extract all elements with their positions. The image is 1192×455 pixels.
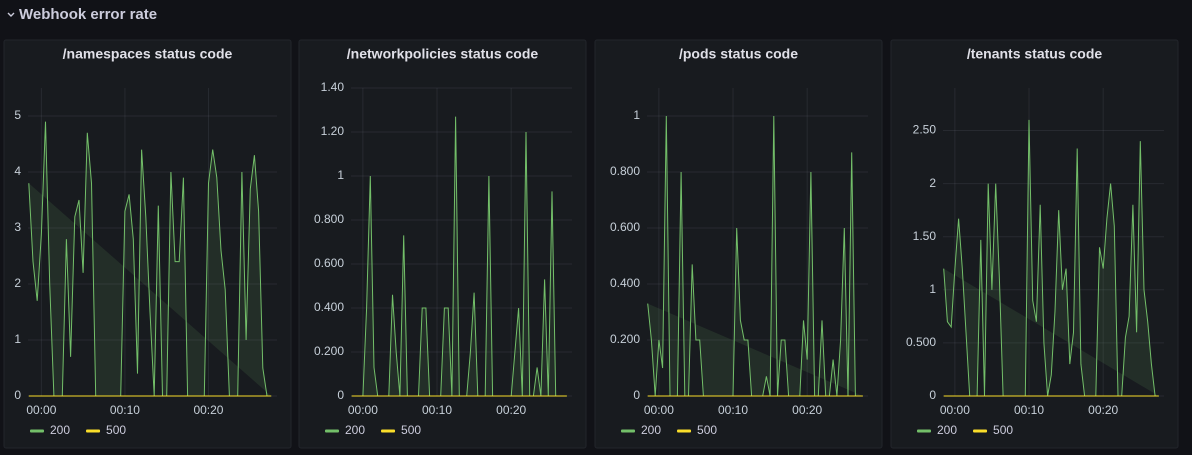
- y-tick-label: 0.400: [314, 300, 344, 314]
- collapse-chevron[interactable]: [7, 12, 15, 17]
- y-tick-label: 5: [14, 108, 21, 122]
- legend-label: 500: [106, 423, 126, 437]
- legend-swatch: [86, 429, 101, 433]
- panel: /pods status code 0 0.200 0.400 0.600 0.800 1 0…: [594, 39, 883, 449]
- x-tick-label: 00:00: [644, 403, 674, 417]
- y-tick-label: 0.400: [610, 276, 640, 290]
- y-tick-label: 0: [633, 388, 640, 402]
- x-tick-label: 00:20: [193, 403, 223, 417]
- y-tick-label: 2: [14, 276, 21, 290]
- legend-label: 200: [937, 423, 957, 437]
- y-tick-label: 1.40: [321, 80, 345, 94]
- y-tick-label: 4: [14, 164, 21, 178]
- y-tick-label: 1.50: [913, 229, 937, 243]
- panel-background: [890, 39, 1179, 449]
- legend-label: 500: [697, 423, 717, 437]
- y-tick-label: 2.50: [913, 123, 937, 137]
- y-tick-label: 1: [929, 282, 936, 296]
- x-tick-label: 00:00: [348, 403, 378, 417]
- series-area: [28, 121, 272, 396]
- y-tick-label: 0: [14, 388, 21, 402]
- x-tick-label: 00:00: [26, 403, 56, 417]
- y-tick-label: 0.800: [314, 212, 344, 226]
- x-tick-label: 00:10: [1014, 403, 1044, 417]
- x-tick-label: 00:10: [422, 403, 452, 417]
- x-tick-label: 00:10: [718, 403, 748, 417]
- y-tick-label: 3: [14, 220, 21, 234]
- legend-swatch: [621, 429, 635, 433]
- x-tick-label: 00:20: [496, 403, 526, 417]
- legend-swatch: [677, 429, 692, 433]
- y-tick-label: 0: [929, 388, 936, 402]
- legend-swatch: [973, 429, 988, 433]
- legend-swatch: [325, 429, 339, 433]
- series-line: [943, 119, 1159, 397]
- legend-swatch: [917, 429, 931, 433]
- y-tick-label: 1.20: [321, 124, 345, 138]
- y-tick-label: 0.600: [314, 256, 344, 270]
- y-tick-label: 2: [929, 176, 936, 190]
- series-area: [943, 119, 1159, 397]
- y-tick-label: 1: [14, 332, 21, 346]
- y-tick-label: 0: [337, 388, 344, 402]
- y-tick-label: 0.800: [610, 164, 640, 178]
- panel: /tenants status code 0 0.500 1 1.50 2 2.50 00:0…: [890, 39, 1179, 449]
- y-tick-label: 0.200: [314, 344, 344, 358]
- y-tick-label: 0.200: [610, 332, 640, 346]
- series-area: [647, 116, 863, 396]
- y-tick-label: 1: [633, 108, 640, 122]
- panel: /networkpolicies status code 0 0.200 0.400 0…: [298, 39, 587, 449]
- panel-title: /networkpolicies status code: [347, 46, 539, 62]
- y-tick-label: 1: [337, 168, 344, 182]
- x-tick-label: 00:00: [940, 403, 970, 417]
- legend-label: 500: [401, 423, 421, 437]
- legend-label: 200: [50, 423, 70, 437]
- legend-label: 200: [345, 423, 365, 437]
- y-tick-label: 0.500: [906, 335, 936, 349]
- row-title[interactable]: Webhook error rate: [19, 6, 157, 23]
- legend-swatch: [381, 429, 396, 433]
- x-tick-label: 00:20: [792, 403, 822, 417]
- panel-background: [594, 39, 883, 449]
- panel-background: [298, 39, 587, 449]
- legend-swatch: [30, 429, 44, 433]
- legend-label: 200: [641, 423, 661, 437]
- legend-label: 500: [993, 423, 1013, 437]
- x-tick-label: 00:20: [1088, 403, 1118, 417]
- panel-title: /pods status code: [679, 46, 798, 62]
- panel-title: /tenants status code: [967, 46, 1103, 62]
- x-tick-label: 00:10: [110, 403, 140, 417]
- y-tick-label: 0.600: [610, 220, 640, 234]
- panel: /namespaces status code 0 1 2 3 4 5 00:00 00:10 0…: [3, 39, 292, 449]
- panel-title: /namespaces status code: [63, 46, 233, 62]
